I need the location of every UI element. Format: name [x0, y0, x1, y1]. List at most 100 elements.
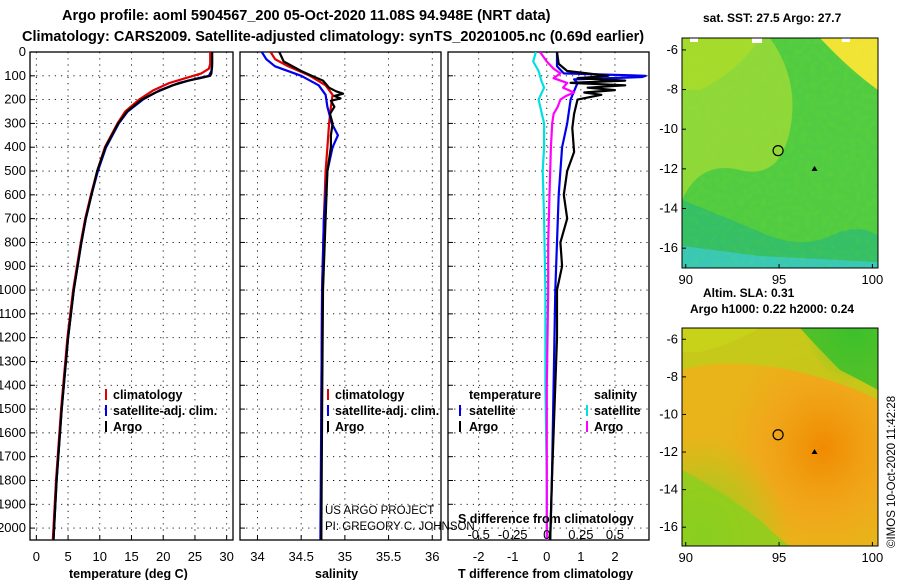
difference-legend: temperature salinity satellite Argo sate… [459, 388, 641, 434]
title-line-1: Argo profile: aoml 5904567_200 05-Oct-20… [62, 8, 551, 24]
legend-label: Argo [113, 420, 143, 434]
pressure-tick-label: 800 [4, 234, 26, 249]
legend-label: climatology [335, 388, 405, 402]
temperature-panel [29, 51, 234, 541]
sla-map-subtitle: Argo h1000: 0.22 h2000: 0.24 [690, 302, 854, 316]
sla-map-ticks: 90 95 100 -6 -8 -10 -12 -14 -16 [659, 331, 883, 565]
pressure-tick-label: 300 [4, 115, 26, 130]
x-axis-ticks: 0 5 10 15 20 25 30 34 34.5 35 35.5 36 -2 -1 0 1 2 [33, 535, 619, 564]
pressure-tick-label: 1100 [0, 306, 26, 321]
temperature-legend: climatology satellite-adj. clim. Argo [105, 388, 217, 434]
sla-map-frame [681, 327, 879, 547]
x-tick-label: 2 [611, 549, 618, 564]
x-tick-label: 1 [577, 549, 584, 564]
series-line-s-satellite [532, 52, 548, 540]
map-lon-tick-label: 90 [678, 272, 692, 287]
x-tick-label: 34.5 [289, 549, 314, 564]
pressure-tick-label: 2000 [0, 520, 26, 535]
pressure-tick-label: 1500 [0, 401, 26, 416]
sla-map-title: Altim. SLA: 0.31 [703, 286, 795, 300]
x-tick-label: 0 [543, 549, 550, 564]
x-tick-label: 15 [124, 549, 138, 564]
sla-map [682, 328, 878, 546]
legend-label: satellite [469, 404, 516, 418]
salinity-legend: climatology satellite-adj. clim. Argo [327, 388, 439, 434]
legend-label: satellite [594, 404, 641, 418]
salinity-axis-label: salinity [315, 567, 358, 580]
legend-label: Argo [335, 420, 365, 434]
sst-map-frame [681, 37, 879, 269]
pressure-tick-label: 100 [4, 68, 26, 83]
legend-label: satellite-adj. clim. [113, 404, 217, 418]
x-tick-label: 35 [338, 549, 352, 564]
series-line-satellite-adj-clim [52, 52, 214, 540]
map-lat-tick-label: -14 [659, 201, 678, 216]
pressure-tick-label: 1800 [0, 472, 26, 487]
legend-label: Argo [594, 420, 624, 434]
pressure-tick-label: 500 [4, 163, 26, 178]
salinity-difference-tick-label: 0 [543, 527, 550, 542]
temperature-axis-label: temperature (deg C) [69, 567, 188, 580]
pressure-tick-label: 400 [4, 139, 26, 154]
x-tick-label: 35.5 [376, 549, 401, 564]
salinity-difference-tick-label: -0.5 [467, 527, 489, 542]
sla-map-profile-marker [772, 429, 784, 441]
x-tick-label: -1 [507, 549, 519, 564]
pressure-tick-label: 600 [4, 187, 26, 202]
x-tick-label: 10 [93, 549, 107, 564]
x-tick-label: 20 [156, 549, 170, 564]
salinity-difference-tick-label: 0.25 [568, 527, 593, 542]
sst-map [682, 38, 878, 268]
sst-map-ticks: 90 95 100 -6 -8 -10 -12 -14 -16 [659, 42, 883, 287]
sst-map-title: sat. SST: 27.5 Argo: 27.7 [703, 11, 842, 25]
map-lat-tick-label: -10 [659, 406, 678, 421]
map-lon-tick-label: 90 [678, 550, 692, 565]
map-lat-tick-label: -6 [666, 331, 678, 346]
map-lat-tick-label: -12 [659, 161, 678, 176]
legend-label: satellite-adj. clim. [335, 404, 439, 418]
map-lat-tick-label: -6 [666, 42, 678, 57]
legend-title-salinity: salinity [594, 388, 637, 402]
difference-panel [447, 51, 650, 541]
salinity-difference-ticks: -0.5 -0.25 0 0.25 0.5 [467, 527, 624, 542]
series-group [51, 52, 214, 540]
series-line-climatology [51, 52, 212, 540]
map-lat-tick-label: -16 [659, 240, 678, 255]
x-tick-label: 36 [425, 549, 439, 564]
pressure-axis-ticks: 0 100 200 300 400 500 600 700 800 900 1000 1100 1200… [0, 44, 453, 535]
pressure-tick-label: 1300 [0, 353, 26, 368]
map-lon-tick-label: 95 [772, 272, 786, 287]
map-lon-tick-label: 100 [862, 272, 884, 287]
series-line-argo [278, 52, 345, 540]
salinity-difference-axis-label: S difference from climatology [458, 512, 634, 526]
legend-title-temperature: temperature [469, 388, 541, 402]
map-lat-tick-label: -10 [659, 121, 678, 136]
x-tick-label: -2 [473, 549, 485, 564]
grid-lines [30, 51, 649, 540]
x-tick-label: 25 [188, 549, 202, 564]
map-lat-tick-label: -16 [659, 519, 678, 534]
sla-map-float-track-marker [811, 449, 818, 455]
pressure-tick-label: 700 [4, 211, 26, 226]
pressure-tick-label: 1000 [0, 282, 26, 297]
map-lon-tick-label: 95 [772, 550, 786, 565]
sst-map-float-track-marker [811, 165, 818, 171]
difference-axis-label: T difference from climatology [458, 567, 633, 580]
pressure-tick-label: 200 [4, 92, 26, 107]
legend-label: Argo [469, 420, 499, 434]
x-tick-label: 0 [33, 549, 40, 564]
series-line-t-satellite [549, 52, 647, 540]
series-line-argo [52, 52, 214, 540]
series-line-s-argo [539, 52, 576, 540]
pressure-tick-label: 1200 [0, 330, 26, 345]
pressure-tick-label: 0 [19, 44, 26, 59]
map-lat-tick-label: -8 [666, 82, 678, 97]
pressure-tick-label: 1900 [0, 496, 26, 511]
salinity-panel [239, 51, 442, 541]
sst-map-profile-marker [772, 145, 784, 157]
credit-stamp: ©IMOS 10-Oct-2020 11:42:28 [886, 396, 898, 548]
pressure-tick-label: 1700 [0, 449, 26, 464]
salinity-difference-tick-label: -0.25 [498, 527, 528, 542]
legend-label: climatology [113, 388, 183, 402]
